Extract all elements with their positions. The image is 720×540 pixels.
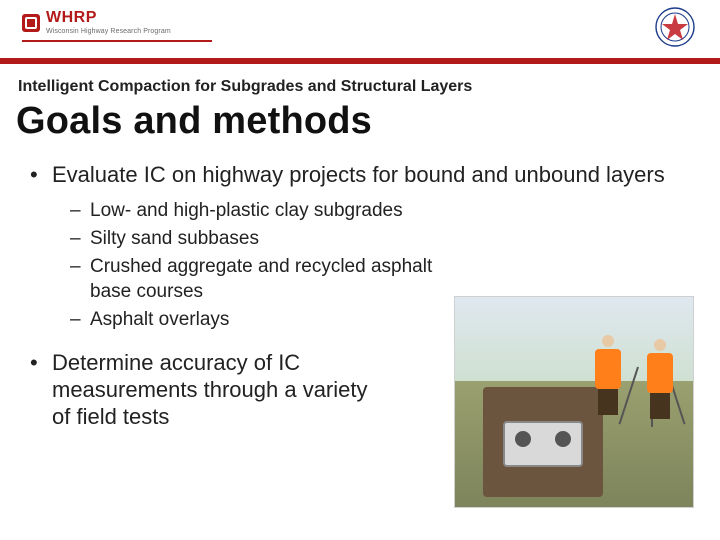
header: WHRP Wisconsin Highway Research Program (0, 0, 720, 58)
seal-icon (654, 6, 696, 48)
bullet-item: Determine accuracy of IC measurements th… (30, 350, 370, 430)
slide-title: Goals and methods (16, 100, 372, 143)
logo-underline (22, 40, 212, 42)
bullet-text: Evaluate IC on highway projects for boun… (52, 162, 665, 187)
sub-bullet-item: Silty sand subbases (70, 227, 470, 251)
field-photo (454, 296, 694, 508)
sub-bullet-item: Asphalt overlays (70, 308, 470, 332)
photo-worker (645, 339, 675, 419)
logo-subtext: Wisconsin Highway Research Program (46, 28, 171, 35)
logo-mark-icon (22, 14, 40, 32)
logo-text: WHRP Wisconsin Highway Research Program (46, 10, 171, 35)
slide: WHRP Wisconsin Highway Research Program … (0, 0, 720, 540)
sub-bullet-item: Low- and high-plastic clay subgrades (70, 199, 470, 223)
slide-subtitle: Intelligent Compaction for Subgrades and… (18, 78, 472, 96)
bullet-text: Determine accuracy of IC measurements th… (52, 350, 368, 429)
photo-device (503, 421, 583, 467)
sub-bullet-item: Crushed aggregate and recycled asphalt b… (70, 255, 470, 304)
org-logo: WHRP Wisconsin Highway Research Program (22, 10, 171, 35)
photo-worker (593, 335, 623, 415)
sub-bullet-list: Low- and high-plastic clay subgrades Sil… (70, 199, 470, 333)
header-divider (0, 58, 720, 64)
logo-acronym: WHRP (46, 10, 171, 26)
